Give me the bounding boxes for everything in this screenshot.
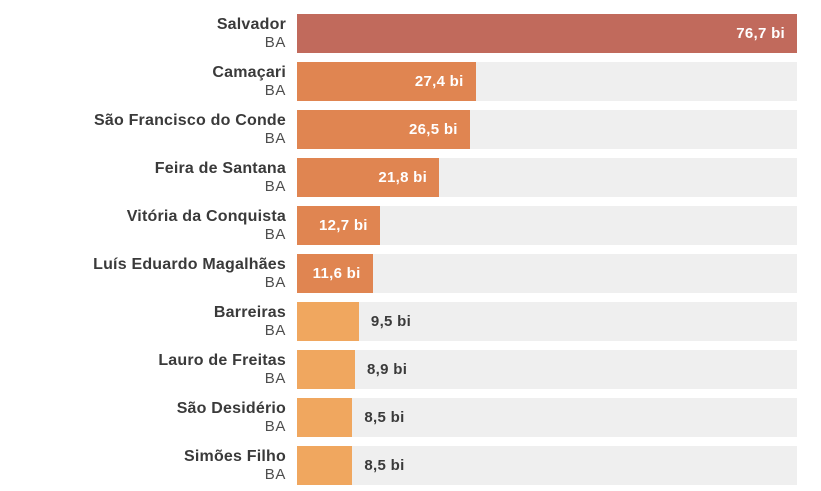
value-label: 27,4 bi [414, 73, 464, 90]
city-name: Feira de Santana [154, 159, 286, 177]
state-label: BA [264, 226, 286, 244]
value-label: 21,8 bi [378, 169, 428, 186]
city-name: São Francisco do Conde [94, 111, 286, 129]
bar-row: Barreiras BA 9,5 bi [0, 302, 821, 341]
state-label: BA [264, 370, 286, 388]
state-label: BA [264, 82, 286, 100]
city-name: Barreiras [213, 303, 286, 321]
city-name: Vitória da Conquista [126, 207, 286, 225]
category-label: São Francisco do Conde BA [0, 112, 297, 148]
state-label: BA [264, 322, 286, 340]
bar-track: 12,7 bi [297, 206, 797, 245]
bar-track: 9,5 bi [297, 302, 797, 341]
bar-track: 27,4 bi [297, 62, 797, 101]
value-bar: 21,8 bi [297, 158, 440, 197]
city-name: Luís Eduardo Magalhães [93, 255, 286, 273]
bar-row: Vitória da Conquista BA 12,7 bi [0, 206, 821, 245]
category-label: Feira de Santana BA [0, 160, 297, 196]
state-label: BA [264, 130, 286, 148]
bar-track: 8,5 bi [297, 446, 797, 485]
state-label: BA [264, 178, 286, 196]
category-label: Barreiras BA [0, 304, 297, 340]
value-bar [297, 350, 356, 389]
category-label: Salvador BA [0, 16, 297, 52]
value-label: 8,9 bi [367, 361, 408, 378]
category-label: Lauro de Freitas BA [0, 352, 297, 388]
value-label: 8,5 bi [364, 457, 405, 474]
city-name: Camaçari [212, 63, 286, 81]
state-label: BA [264, 466, 286, 484]
city-name: São Desidério [176, 399, 286, 417]
value-label: 12,7 bi [318, 217, 368, 234]
bar-row: Simões Filho BA 8,5 bi [0, 446, 821, 485]
bar-track: 8,5 bi [297, 398, 797, 437]
bar-track: 11,6 bi [297, 254, 797, 293]
category-label: Vitória da Conquista BA [0, 208, 297, 244]
bar-track: 21,8 bi [297, 158, 797, 197]
category-label: Luís Eduardo Magalhães BA [0, 256, 297, 292]
city-name: Salvador [216, 15, 286, 33]
city-name: Simões Filho [184, 447, 286, 465]
value-bar: 76,7 bi [297, 14, 797, 53]
value-bar [297, 302, 359, 341]
value-label: 26,5 bi [408, 121, 458, 138]
value-bar: 11,6 bi [297, 254, 373, 293]
value-bar [297, 398, 353, 437]
bar-track: 8,9 bi [297, 350, 797, 389]
value-label: 8,5 bi [364, 409, 405, 426]
value-label: 9,5 bi [370, 313, 412, 330]
bar-row: Salvador BA 76,7 bi [0, 14, 821, 53]
value-label: 11,6 bi [312, 265, 361, 282]
state-label: BA [264, 274, 286, 292]
bar-row: São Desidério BA 8,5 bi [0, 398, 821, 437]
value-bar: 27,4 bi [297, 62, 476, 101]
bar-track: 26,5 bi [297, 110, 797, 149]
bar-row: Lauro de Freitas BA 8,9 bi [0, 350, 821, 389]
category-label: São Desidério BA [0, 400, 297, 436]
value-bar: 26,5 bi [297, 110, 470, 149]
state-label: BA [264, 34, 286, 52]
value-label: 76,7 bi [736, 25, 785, 42]
bar-row: Luís Eduardo Magalhães BA 11,6 bi [0, 254, 821, 293]
bar-track: 76,7 bi [297, 14, 797, 53]
bar-row: São Francisco do Conde BA 26,5 bi [0, 110, 821, 149]
value-bar [297, 446, 353, 485]
value-bar: 12,7 bi [297, 206, 380, 245]
bar-row: Camaçari BA 27,4 bi [0, 62, 821, 101]
state-label: BA [264, 418, 286, 436]
category-label: Camaçari BA [0, 64, 297, 100]
city-name: Lauro de Freitas [158, 351, 286, 369]
category-label: Simões Filho BA [0, 448, 297, 484]
bar-row: Feira de Santana BA 21,8 bi [0, 158, 821, 197]
